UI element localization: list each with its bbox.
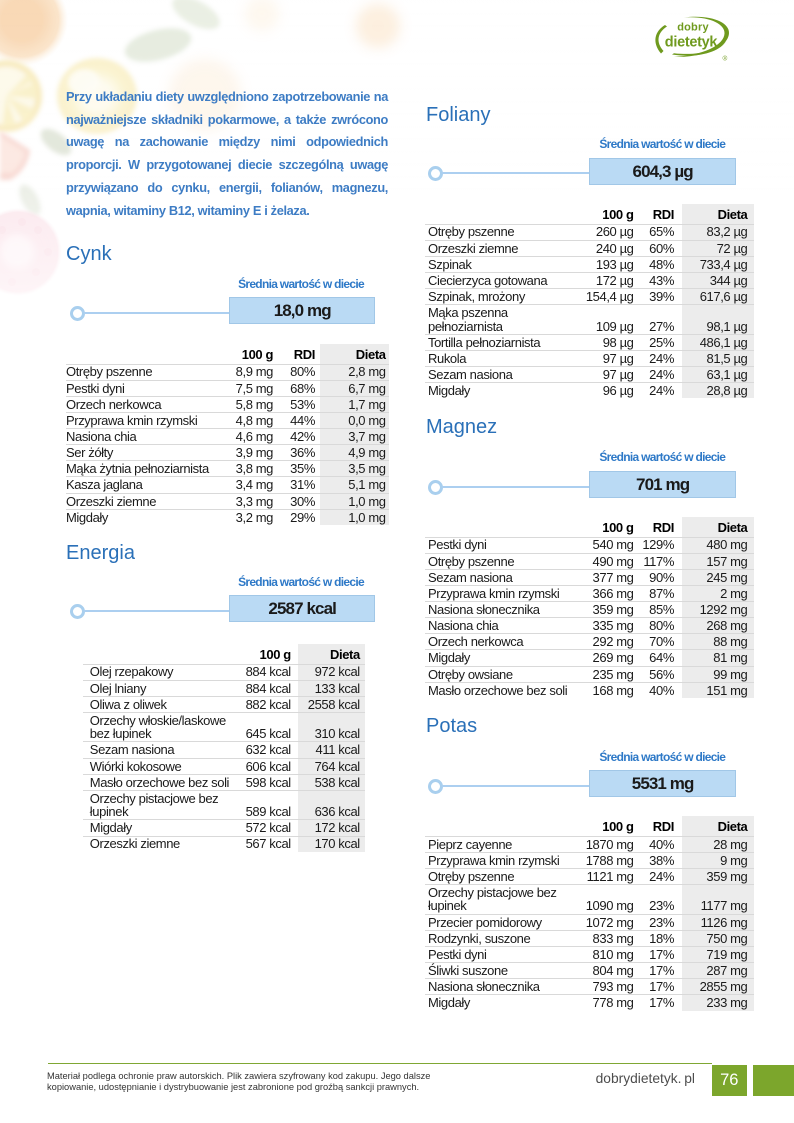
svg-text:dobry: dobry xyxy=(677,22,709,34)
svg-text:dietetyk: dietetyk xyxy=(665,35,719,51)
svg-text:®: ® xyxy=(723,55,728,63)
